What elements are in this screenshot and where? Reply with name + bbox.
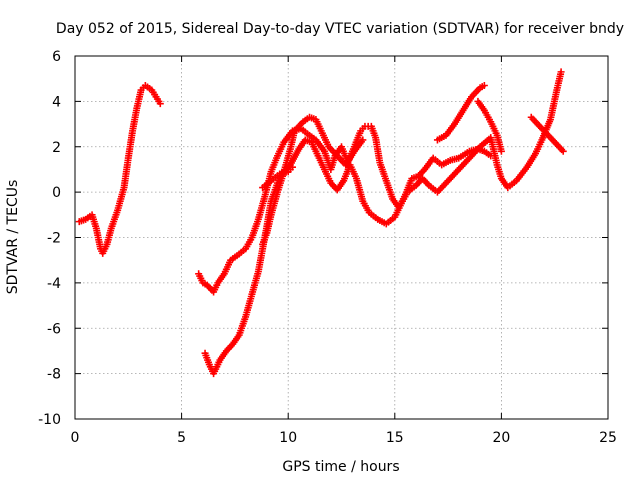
- data-point-marker: [156, 100, 164, 108]
- x-tick-label: 0: [71, 430, 80, 446]
- y-tick-label: 6: [52, 49, 61, 65]
- y-tick-label: -6: [47, 321, 61, 337]
- x-tick-label: 20: [492, 430, 510, 446]
- data-point-marker: [288, 163, 296, 171]
- data-point-marker: [480, 81, 488, 89]
- grid-lines: [75, 56, 608, 419]
- data-points: [75, 68, 567, 378]
- x-tick-label: 5: [177, 430, 186, 446]
- data-point-marker: [559, 147, 567, 155]
- y-tick-label: 4: [52, 94, 61, 110]
- x-axis-label: GPS time / hours: [282, 459, 399, 475]
- y-tick-label: 2: [52, 140, 61, 156]
- x-tick-label: 10: [279, 430, 297, 446]
- y-axis-label: SDTVAR / TECUs: [5, 180, 21, 295]
- y-tick-label: -8: [47, 367, 61, 383]
- data-point-marker: [557, 68, 565, 76]
- data-point-marker: [497, 147, 505, 155]
- chart-title: Day 052 of 2015, Sidereal Day-to-day VTE…: [56, 21, 624, 37]
- plot-frame: [74, 55, 609, 420]
- y-tick-label: 0: [52, 185, 61, 201]
- y-tick-label: -4: [47, 276, 61, 292]
- y-tick-label: -2: [47, 231, 61, 247]
- x-tick-label: 25: [599, 430, 617, 446]
- tick-labels: 0 5 10 15 20 25 -10 -8 -6 -4 -2 0 2 4 6: [38, 49, 617, 446]
- y-tick-label: -10: [38, 412, 61, 428]
- data-point-marker: [359, 136, 367, 144]
- x-tick-label: 15: [386, 430, 404, 446]
